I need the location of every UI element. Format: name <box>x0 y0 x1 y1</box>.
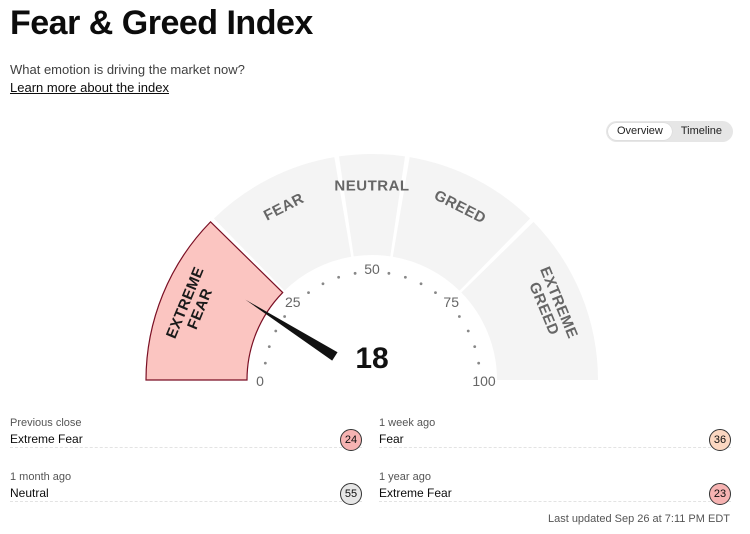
gauge-tick-label: 25 <box>285 294 301 310</box>
gauge-scale-dot <box>466 329 470 333</box>
score-badge: 23 <box>709 483 731 505</box>
gauge-tick-label: 100 <box>472 373 496 389</box>
gauge-scale-dot <box>434 291 437 295</box>
gauge-segment-fear <box>213 157 352 291</box>
stat-rating: Neutral <box>10 486 49 500</box>
gauge-tick-label: 0 <box>256 373 264 389</box>
gauge-scale-dot <box>457 315 461 318</box>
stat-label: 1 year ago <box>379 471 431 483</box>
stat-label: 1 month ago <box>10 471 72 483</box>
gauge-tick-label: 75 <box>443 294 459 310</box>
gauge-scale-dot <box>283 315 287 318</box>
score-badge: 55 <box>340 483 362 505</box>
gauge-scale-dot <box>337 275 341 279</box>
gauge-scale-dot <box>477 361 481 365</box>
stat-rating: Extreme Fear <box>10 432 83 446</box>
gauge-scale-dot <box>419 282 423 286</box>
timeline-tab[interactable]: Timeline <box>680 125 723 137</box>
gauge-segment-greed <box>392 157 531 291</box>
gauge-scale-dot <box>263 361 267 365</box>
gauge-segment-neutral <box>338 154 406 257</box>
gauge-segment-extreme-greed <box>461 221 598 380</box>
overview-tab[interactable]: Overview <box>608 123 672 140</box>
learn-more-link[interactable]: Learn more about the index <box>10 80 169 95</box>
gauge-scale-dot <box>274 329 278 333</box>
gauge-scale-dot <box>321 282 325 286</box>
gauge-hub <box>326 334 418 390</box>
fear-greed-gauge: EXTREMEFEARFEARNEUTRALGREEDEXTREMEGREED … <box>145 154 598 390</box>
gauge-scale-dot <box>267 345 271 349</box>
stat-label: 1 week ago <box>379 417 436 429</box>
stat-divider <box>10 501 362 502</box>
one-year-stat: 1 year ago Extreme Fear 23 <box>379 471 731 511</box>
score-badge: 36 <box>709 429 731 451</box>
gauge-tick-label: 50 <box>364 261 380 277</box>
gauge-value: 18 <box>355 342 388 375</box>
gauge-scale-dot <box>403 275 407 279</box>
one-week-stat: 1 week ago Fear 36 <box>379 417 731 457</box>
gauge-needle <box>245 299 338 361</box>
gauge-scale-dot <box>387 271 391 275</box>
gauge-segment-extreme-fear <box>145 221 284 381</box>
score-badge: 24 <box>340 429 362 451</box>
stat-rating: Fear <box>379 432 404 446</box>
gauge-scale-dot <box>353 271 357 275</box>
previous-close-stat: Previous close Extreme Fear 24 <box>10 417 362 457</box>
gauge-segment-label: NEUTRAL <box>334 178 409 195</box>
stat-label: Previous close <box>10 417 82 429</box>
gauge-scale-dot <box>473 345 477 349</box>
stat-divider <box>10 447 362 448</box>
view-toggle: Overview Timeline <box>606 121 733 142</box>
stat-divider <box>379 501 731 502</box>
stat-divider <box>379 447 731 448</box>
page-subtitle: What emotion is driving the market now? <box>10 62 245 77</box>
gauge-scale-dot <box>307 291 310 295</box>
stat-rating: Extreme Fear <box>379 486 452 500</box>
page-title: Fear & Greed Index <box>10 4 313 42</box>
last-updated: Last updated Sep 26 at 7:11 PM EDT <box>547 513 730 525</box>
one-month-stat: 1 month ago Neutral 55 <box>10 471 362 511</box>
